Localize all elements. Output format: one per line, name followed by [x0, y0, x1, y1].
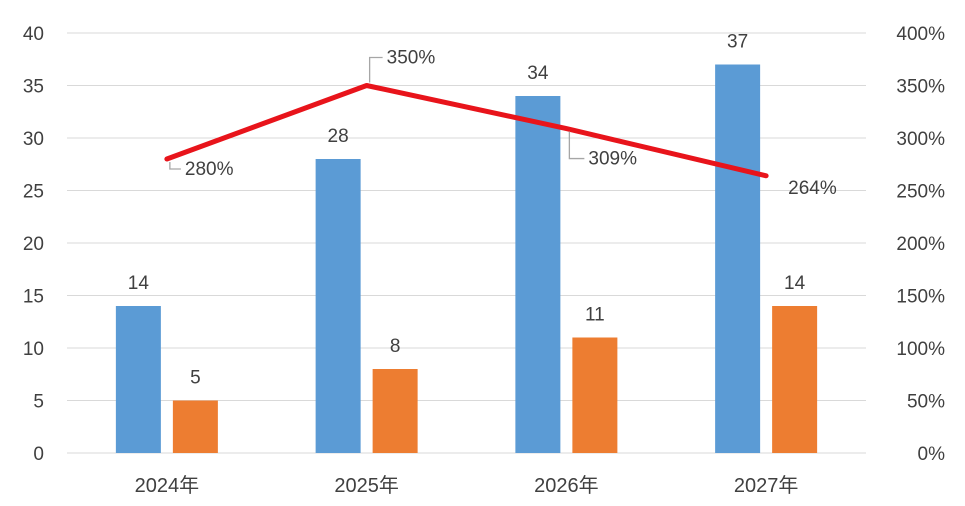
- left-tick-label: 15: [23, 287, 44, 308]
- bar-value-label: 28: [328, 126, 349, 147]
- bar-value-label: 34: [527, 63, 549, 84]
- bar: [172, 400, 218, 453]
- bar: [115, 306, 161, 453]
- right-tick-label: 300%: [896, 129, 945, 150]
- right-tick-label: 100%: [896, 339, 945, 360]
- left-axis-ticks: 0 5 10 15 20 25 30 35 40: [23, 24, 44, 465]
- category-labels: 2024年 2025年 2026年 2027年: [135, 474, 799, 497]
- right-tick-label: 150%: [896, 287, 945, 308]
- left-tick-label: 20: [23, 234, 44, 255]
- bar: [515, 96, 561, 453]
- right-tick-label: 350%: [896, 77, 945, 98]
- bar-value-label: 14: [784, 273, 806, 294]
- right-tick-label: 50%: [907, 392, 945, 413]
- left-tick-label: 30: [23, 129, 44, 150]
- bar-value-label: 37: [727, 32, 748, 53]
- line-value-label: 280%: [185, 159, 234, 180]
- line-data-labels: 280% 350% 309% 264%: [169, 48, 837, 199]
- left-tick-label: 35: [23, 77, 44, 98]
- category-label: 2027年: [734, 474, 799, 497]
- bar-value-label: 5: [190, 368, 201, 389]
- right-axis-ticks: 0% 50% 100% 150% 200% 250% 300% 350% 400%: [896, 24, 945, 465]
- line-label-leader: [368, 56, 383, 83]
- line-value-label: 309%: [588, 149, 637, 170]
- right-tick-label: 0%: [918, 444, 946, 465]
- line-value-label: 350%: [387, 48, 436, 69]
- category-label: 2024年: [135, 474, 200, 497]
- category-label: 2025年: [334, 474, 399, 497]
- bar: [572, 337, 618, 453]
- right-tick-label: 400%: [896, 24, 945, 45]
- left-tick-label: 5: [33, 392, 44, 413]
- bar: [315, 159, 361, 453]
- right-tick-label: 200%: [896, 234, 945, 255]
- bar-value-label: 11: [585, 305, 605, 326]
- left-tick-label: 25: [23, 182, 44, 203]
- left-tick-label: 0: [33, 444, 44, 465]
- line-value-label: 264%: [788, 178, 837, 199]
- bar-data-labels: 14 5 28 8 34 11 37 14: [128, 32, 806, 389]
- line-label-leader: [568, 131, 585, 160]
- bars: [115, 64, 818, 453]
- left-tick-label: 40: [23, 24, 44, 45]
- bar-value-label: 14: [128, 273, 150, 294]
- category-label: 2026年: [534, 474, 599, 497]
- bar: [772, 306, 818, 453]
- line-label-leader: [169, 162, 181, 170]
- right-tick-label: 250%: [896, 182, 945, 203]
- left-tick-label: 10: [23, 339, 44, 360]
- bar: [372, 369, 418, 453]
- ratio-line-path: [164, 83, 769, 179]
- ratio-line: [164, 83, 769, 179]
- bar: [715, 64, 761, 453]
- bar-value-label: 8: [390, 336, 401, 357]
